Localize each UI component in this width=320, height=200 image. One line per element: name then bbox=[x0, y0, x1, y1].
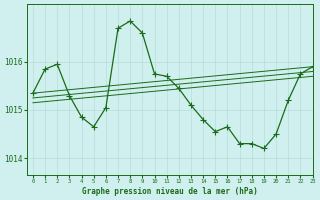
X-axis label: Graphe pression niveau de la mer (hPa): Graphe pression niveau de la mer (hPa) bbox=[82, 187, 258, 196]
